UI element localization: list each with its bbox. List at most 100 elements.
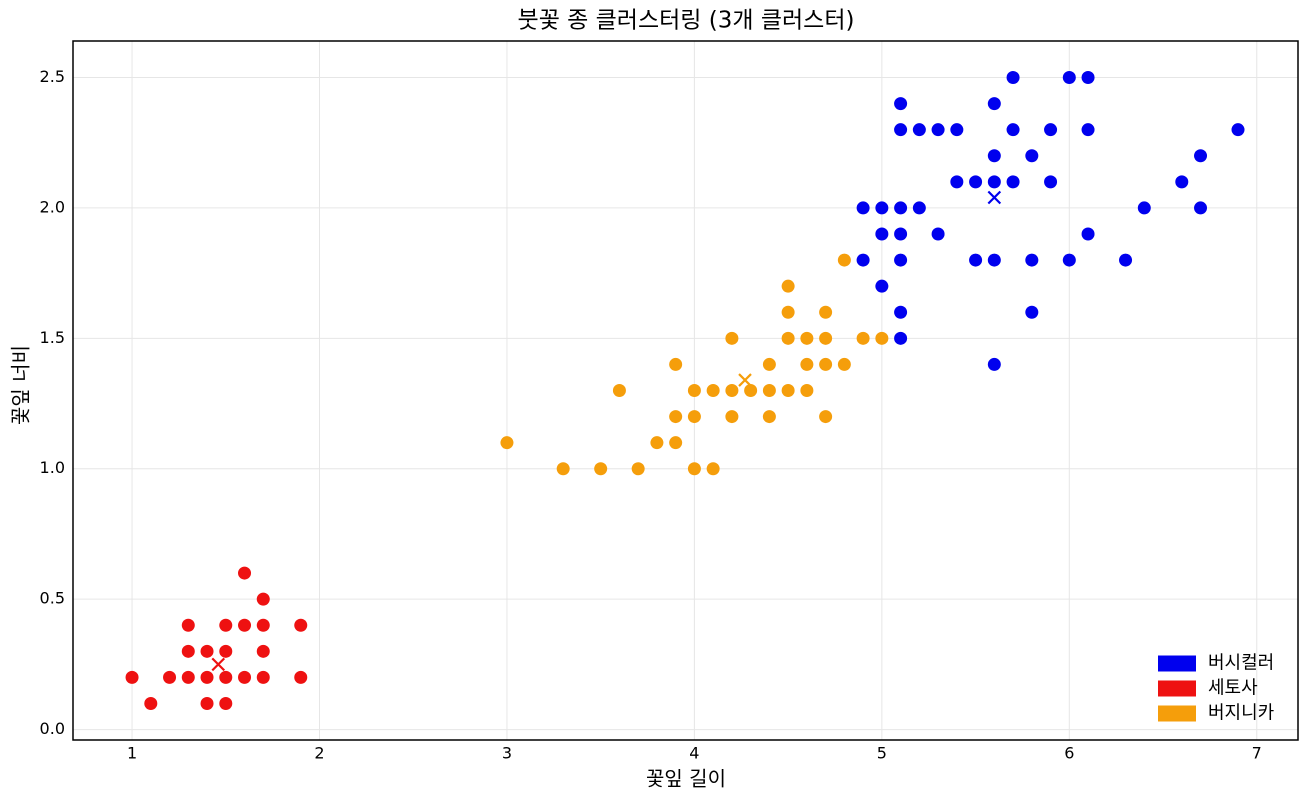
point xyxy=(781,384,795,397)
point xyxy=(1006,123,1020,137)
point xyxy=(1231,123,1245,137)
point xyxy=(800,384,814,397)
point xyxy=(687,384,701,397)
point xyxy=(875,331,889,345)
point xyxy=(556,462,570,476)
point xyxy=(894,227,908,241)
point xyxy=(725,331,739,345)
point xyxy=(1194,201,1208,215)
x-tick-label: 5 xyxy=(877,744,887,763)
y-tick-label: 1.0 xyxy=(40,458,65,477)
point xyxy=(950,123,964,137)
point xyxy=(969,175,983,189)
point xyxy=(894,201,908,215)
point xyxy=(931,227,945,241)
point xyxy=(706,384,720,397)
point xyxy=(1081,123,1095,137)
point xyxy=(931,123,945,137)
point xyxy=(894,123,908,137)
point xyxy=(200,670,214,684)
point xyxy=(200,644,214,658)
point xyxy=(725,410,739,424)
point xyxy=(800,331,814,345)
legend-swatch xyxy=(1158,705,1196,722)
x-tick-label: 1 xyxy=(127,744,137,763)
point xyxy=(912,201,926,215)
point xyxy=(256,644,270,658)
point xyxy=(612,384,626,397)
y-tick-label: 0.0 xyxy=(40,719,65,738)
point xyxy=(875,227,889,241)
point xyxy=(819,357,833,371)
point xyxy=(969,253,983,267)
centroid-marker xyxy=(987,190,1002,205)
legend-label: 버지니카 xyxy=(1208,703,1274,724)
point xyxy=(219,696,233,710)
legend-swatch xyxy=(1158,680,1196,697)
point xyxy=(687,462,701,476)
point xyxy=(856,253,870,267)
point xyxy=(837,253,851,267)
point xyxy=(912,123,926,137)
point xyxy=(163,670,177,684)
point xyxy=(894,97,908,111)
point xyxy=(894,253,908,267)
legend-label: 버시컬러 xyxy=(1208,653,1274,674)
point xyxy=(987,357,1001,371)
point xyxy=(294,618,308,632)
point xyxy=(987,175,1001,189)
point xyxy=(669,410,683,424)
point xyxy=(1175,175,1189,189)
point xyxy=(1006,175,1020,189)
point xyxy=(781,279,795,293)
point xyxy=(294,670,308,684)
point xyxy=(856,331,870,345)
legend-label: 세토사 xyxy=(1208,678,1258,699)
point xyxy=(125,670,139,684)
centroid-marker xyxy=(211,657,226,672)
y-tick-label: 2.5 xyxy=(40,67,65,86)
point xyxy=(181,644,195,658)
point xyxy=(762,384,776,397)
point xyxy=(594,462,608,476)
point xyxy=(669,436,683,450)
point xyxy=(1006,71,1020,85)
point xyxy=(819,410,833,424)
y-tick-label: 2.0 xyxy=(40,197,65,216)
point xyxy=(706,462,720,476)
point xyxy=(1194,149,1208,163)
y-axis-label: 꽃잎 너비 xyxy=(9,345,33,425)
point xyxy=(762,357,776,371)
x-tick-label: 4 xyxy=(689,744,699,763)
x-axis-label: 꽃잎 길이 xyxy=(646,767,726,791)
x-tick-label: 6 xyxy=(1064,744,1074,763)
point xyxy=(894,305,908,319)
point xyxy=(650,436,664,450)
point xyxy=(781,305,795,319)
point xyxy=(256,618,270,632)
point xyxy=(837,357,851,371)
point xyxy=(1062,253,1076,267)
x-tick-label: 3 xyxy=(502,744,512,763)
point xyxy=(950,175,964,189)
point xyxy=(762,410,776,424)
point xyxy=(800,357,814,371)
point xyxy=(1025,253,1039,267)
point xyxy=(1025,305,1039,319)
point xyxy=(781,331,795,345)
point xyxy=(219,670,233,684)
point xyxy=(1025,149,1039,163)
point xyxy=(256,670,270,684)
point xyxy=(894,331,908,345)
x-tick-label: 2 xyxy=(314,744,324,763)
point xyxy=(200,696,214,710)
x-tick-label: 7 xyxy=(1252,744,1262,763)
point xyxy=(987,149,1001,163)
point xyxy=(181,618,195,632)
point xyxy=(1062,71,1076,85)
point xyxy=(144,696,158,710)
point xyxy=(219,618,233,632)
y-tick-label: 1.5 xyxy=(40,328,65,347)
point xyxy=(631,462,645,476)
point xyxy=(256,592,270,606)
